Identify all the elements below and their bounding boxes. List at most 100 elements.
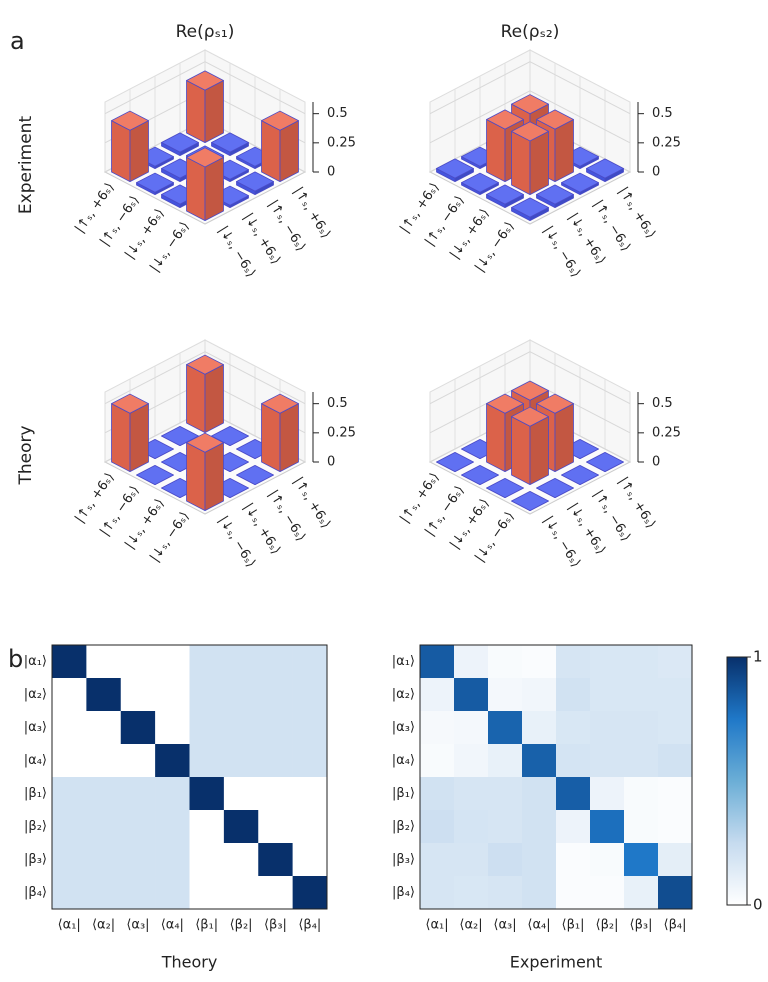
bar-face: [111, 403, 131, 473]
col-label: ⟨α₂|: [459, 918, 482, 933]
col-label: ⟨β₃|: [264, 918, 287, 933]
heat-cell: [52, 645, 87, 679]
heat-cell: [292, 711, 328, 745]
bar: [511, 406, 549, 486]
bar-face: [186, 364, 206, 434]
row-label: |α₂⟩: [24, 687, 47, 702]
heat-cell: [658, 777, 693, 811]
bar-face: [129, 403, 149, 473]
bar-top: [586, 158, 624, 179]
heat-cell: [223, 777, 259, 811]
heat-cell: [258, 744, 293, 778]
z-tick-label: 0.5: [327, 396, 348, 411]
z-tick-label: 0.5: [652, 106, 673, 121]
heat-cell: [52, 777, 87, 811]
heat-cell: [258, 810, 293, 844]
heat-cell: [556, 843, 591, 877]
bar: [236, 464, 274, 486]
col-label: ⟨β₄|: [664, 918, 687, 933]
heat-cell: [556, 810, 591, 844]
bar-face: [204, 156, 224, 222]
heat-cell: [155, 777, 190, 811]
bar: [161, 132, 199, 157]
bar-face: [204, 80, 224, 144]
heat-cell: [658, 843, 693, 877]
heat-cell: [488, 645, 523, 679]
heat-cell: [454, 876, 489, 910]
z-tick-label: 0: [327, 455, 335, 470]
bar-top: [461, 172, 499, 193]
bar-top: [536, 109, 574, 130]
heatmap-title: Experiment: [510, 953, 602, 972]
bar-face: [186, 80, 206, 144]
bar-face: [486, 119, 506, 183]
heat-cell: [120, 645, 156, 679]
bar-top: [511, 406, 549, 427]
grid-line: [429, 61, 631, 115]
col-label: ⟨β₁|: [562, 918, 585, 933]
heat-cell: [52, 876, 87, 910]
heat-cell: [454, 744, 489, 778]
row-label: |β₃⟩: [24, 852, 47, 867]
row-label: |α₃⟩: [24, 720, 47, 735]
heat-cell: [522, 777, 557, 811]
bar-top: [511, 121, 549, 142]
heat-cell: [522, 810, 557, 844]
col-label: ⟨β₂|: [230, 918, 253, 933]
heat-cell: [556, 678, 591, 712]
bar-top: [136, 172, 174, 193]
heat-cell: [454, 843, 489, 877]
heat-cell: [420, 645, 455, 679]
heat-cell: [454, 711, 489, 745]
heat-cell: [590, 645, 625, 679]
heat-cell: [155, 678, 190, 712]
heat-cell: [258, 678, 293, 712]
z-tick-label: 0.25: [652, 425, 681, 440]
heat-cell: [590, 876, 625, 910]
bar-top: [261, 393, 299, 414]
bar: [236, 171, 274, 196]
heat-cell: [86, 876, 122, 910]
heat-cell: [522, 744, 557, 778]
heat-cell: [454, 645, 489, 679]
bar-top: [561, 172, 599, 193]
col-label: ⟨α₄|: [161, 918, 184, 933]
heat-cell: [223, 678, 259, 712]
heat-cell: [155, 810, 190, 844]
heat-cell: [155, 876, 190, 910]
heat-frame: [419, 644, 693, 910]
heat-cell: [258, 711, 293, 745]
heat-cell: [189, 645, 225, 679]
col-label: ⟨α₂|: [92, 918, 115, 933]
col-label: ⟨α₄|: [527, 918, 550, 933]
heat-cell: [120, 711, 156, 745]
heat-cell: [522, 843, 557, 877]
heat-cell: [120, 843, 156, 877]
heat-cell: [86, 810, 122, 844]
heat-cell: [86, 744, 122, 778]
heat-cell: [556, 876, 591, 910]
bar-top: [436, 158, 474, 179]
bar: [261, 393, 299, 473]
heat-cell: [590, 678, 625, 712]
heat-cell: [590, 843, 625, 877]
row-label: |β₂⟩: [24, 819, 47, 834]
heat-cell: [189, 876, 225, 910]
bar-face: [111, 120, 131, 183]
bar: [511, 490, 549, 512]
bar-face: [129, 120, 149, 183]
bar: [186, 147, 224, 222]
heat-cell: [658, 744, 693, 778]
heat-cell: [189, 678, 225, 712]
heat-cell: [86, 678, 122, 712]
heat-cell: [488, 678, 523, 712]
heat-cell: [189, 744, 225, 778]
bar: [186, 432, 224, 512]
bar: [186, 354, 224, 434]
bar-face: [279, 403, 299, 473]
bar-face: [529, 130, 549, 196]
bar-face: [204, 442, 224, 512]
heat-cell: [522, 876, 557, 910]
bar-face: [261, 120, 281, 183]
